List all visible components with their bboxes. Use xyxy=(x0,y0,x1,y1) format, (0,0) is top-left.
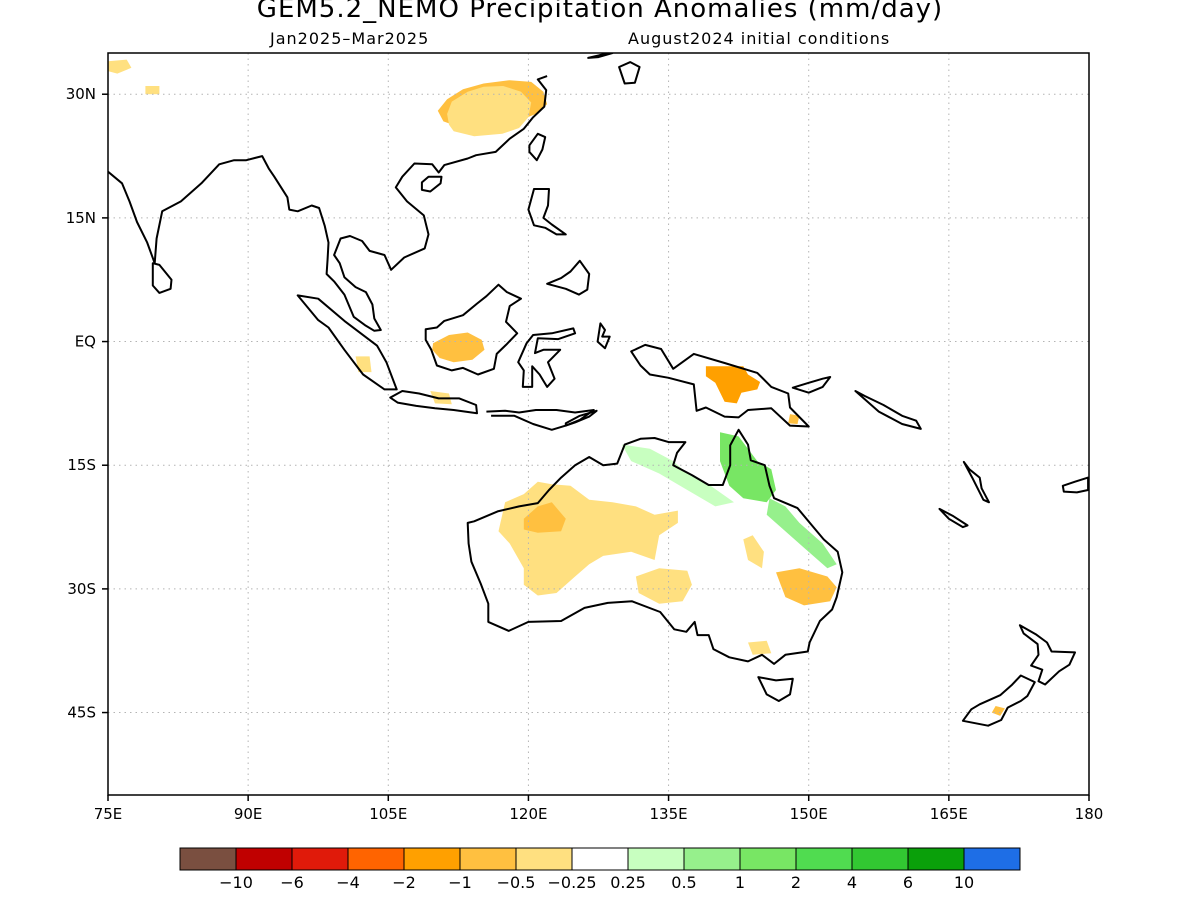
colorbar-label: −6 xyxy=(280,873,304,892)
anomaly-region-south-australia xyxy=(635,568,692,604)
colorbar-swatch xyxy=(291,847,349,871)
colorbar-label: −10 xyxy=(219,873,253,892)
anomaly-region-papua xyxy=(705,366,761,404)
anomaly-region-nt-north xyxy=(621,444,734,507)
axis-ticks: 75E 90E 105E 120E 135E 150E 165E 180 30N 15N EQ 15S… xyxy=(66,85,1104,823)
anomaly-region-india-north-spot xyxy=(145,86,160,95)
coastline-solomons xyxy=(854,390,922,430)
colorbar: −10 −6 −4 −2 −1 −0.5 −0.25 0.25 0.5 1 2 4 6 10 xyxy=(179,847,1021,892)
y-tick-label: EQ xyxy=(75,333,96,351)
anomaly-region-borneo-south xyxy=(432,332,485,363)
colorbar-label: −0.5 xyxy=(497,873,536,892)
anomaly-region-papua-east xyxy=(788,414,800,424)
y-tick-label: 15S xyxy=(67,456,96,474)
coastline-korea-tip xyxy=(587,53,614,59)
anomaly-region-south-china-weak xyxy=(447,86,532,137)
colorbar-swatch xyxy=(571,847,629,871)
colorbar-swatch xyxy=(739,847,797,871)
colorbar-swatch xyxy=(627,847,685,871)
colorbar-label: 1 xyxy=(735,873,745,892)
colorbar-label: 0.5 xyxy=(671,873,696,892)
y-tick-label: 30N xyxy=(66,85,96,103)
coastline-india-coast xyxy=(108,75,548,332)
colorbar-label: −0.25 xyxy=(547,873,596,892)
x-tick-label: 120E xyxy=(509,805,547,823)
colorbar-label: −1 xyxy=(448,873,472,892)
colorbar-swatch xyxy=(403,847,461,871)
coastline-sri-lanka xyxy=(151,262,173,294)
coastline-nz-north xyxy=(1018,624,1076,686)
anomaly-region-wa-interior xyxy=(523,502,566,533)
coastline-lesser-sundas xyxy=(486,409,595,431)
coastline-tasmania xyxy=(757,676,794,702)
map-frame-border xyxy=(107,52,1090,796)
coastline-vanuatu-newcal xyxy=(938,507,969,529)
anomaly-region-victoria xyxy=(748,640,772,655)
coastline-sumatra xyxy=(296,294,398,391)
x-tick-label: 75E xyxy=(94,805,123,823)
colorbar-label: −4 xyxy=(336,873,360,892)
x-tick-label: 150E xyxy=(790,805,828,823)
chart-title: GEM5.2_NEMO Precipitation Anomalies (mm/… xyxy=(256,0,944,24)
anomaly-region-nz-south xyxy=(991,706,1005,716)
anomaly-region-nsw-east xyxy=(776,568,837,606)
colorbar-swatch xyxy=(795,847,853,871)
coastline-japan-kyushu xyxy=(618,61,641,85)
colorbar-label: 0.25 xyxy=(610,873,646,892)
y-tick-label: 30S xyxy=(67,580,96,598)
y-tick-label: 15N xyxy=(66,209,96,227)
colorbar-swatch xyxy=(515,847,573,871)
x-tick-label: 165E xyxy=(930,805,968,823)
colorbar-swatch xyxy=(851,847,909,871)
x-tick-label: 105E xyxy=(369,805,407,823)
y-tick-label: 45S xyxy=(67,704,96,722)
colorbar-swatch xyxy=(683,847,741,871)
anomaly-region-north-india-border xyxy=(108,59,132,74)
anomaly-region-sumatra-south xyxy=(355,356,372,373)
anomaly-region-qld-coast xyxy=(766,498,837,569)
anomaly-shading xyxy=(108,59,1005,716)
coastline-luzon xyxy=(527,188,567,236)
forecast-period: Jan2025–Mar2025 xyxy=(270,29,430,48)
coastline-taiwan xyxy=(528,132,547,162)
coastline-mindanao xyxy=(546,259,591,296)
x-tick-label: 180 xyxy=(1075,805,1104,823)
anomaly-region-qld-north xyxy=(720,432,776,503)
coastline-java xyxy=(389,390,478,415)
colorbar-label: −2 xyxy=(392,873,416,892)
colorbar-swatch xyxy=(235,847,293,871)
initial-conditions: August2024 initial conditions xyxy=(628,29,891,48)
x-tick-label: 135E xyxy=(650,805,688,823)
coastline-australia xyxy=(466,428,844,665)
coastline-fiji xyxy=(1061,476,1089,494)
colorbar-label: 6 xyxy=(903,873,913,892)
coastline-nz-south xyxy=(961,674,1036,727)
colorbar-label: 2 xyxy=(791,873,801,892)
map-frame-background xyxy=(108,53,1089,795)
colorbar-swatch xyxy=(459,847,517,871)
colorbar-label: 10 xyxy=(954,873,974,892)
coastline-new-guinea xyxy=(630,343,810,428)
coastline-hainan xyxy=(420,175,443,193)
coastline-borneo xyxy=(424,283,522,376)
colorbar-swatch xyxy=(179,847,237,871)
anomaly-region-qld-central xyxy=(743,535,764,569)
coastline-halmahera xyxy=(596,322,611,350)
colorbar-swatch xyxy=(963,847,1021,871)
colorbar-label: 4 xyxy=(847,873,857,892)
coastline-vanuatu xyxy=(962,460,990,504)
coastline-sulawesi xyxy=(517,327,577,388)
x-tick-label: 90E xyxy=(234,805,263,823)
colorbar-swatch xyxy=(907,847,965,871)
colorbar-swatch xyxy=(347,847,405,871)
coastline-new-britain xyxy=(791,376,832,394)
coastline-timor xyxy=(564,409,598,427)
coastlines xyxy=(108,53,1089,727)
